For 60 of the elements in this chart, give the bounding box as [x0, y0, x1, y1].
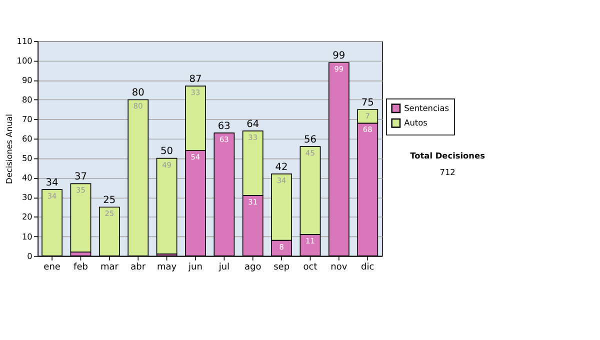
text: 712	[440, 166, 456, 177]
y-tick-label: 110	[16, 36, 32, 46]
data-label: 63	[219, 134, 230, 144]
y-tick-label: 80	[22, 94, 32, 105]
text: Total Decisiones	[410, 150, 486, 160]
data-label: 8	[279, 242, 284, 252]
total-label: 64	[246, 118, 260, 130]
x-tick-label: ago	[244, 262, 262, 272]
x-tick-label: abr	[130, 262, 146, 272]
y-tick-label: 90	[22, 75, 32, 86]
data-label: 49	[162, 160, 172, 170]
x-tick-label: jun	[188, 262, 202, 272]
data-label: 99	[334, 64, 344, 74]
total-label: 34	[46, 177, 58, 188]
total-label: 75	[361, 97, 374, 108]
data-label: 7	[365, 112, 370, 121]
data-label: 33	[190, 88, 200, 98]
data-label: 33	[248, 132, 258, 142]
total-label: 25	[103, 195, 116, 206]
total-label: 50	[160, 146, 174, 158]
data-label: 68	[362, 125, 373, 134]
y-tick-label: 10	[22, 231, 32, 242]
x-tick-label: may	[157, 262, 178, 272]
legend-label: Sentencias	[404, 102, 450, 113]
total-label: 37	[74, 172, 87, 183]
data-label: 31	[248, 197, 258, 206]
total-label: 42	[275, 162, 288, 173]
y-tick-label: 30	[22, 192, 32, 202]
data-label: 25	[104, 209, 114, 218]
data-label: 11	[306, 236, 315, 246]
x-tick-label: jul	[218, 262, 230, 272]
y-tick-label: 70	[22, 114, 32, 124]
legend-label: Autos	[404, 118, 428, 128]
y-tick-label: 60	[22, 134, 32, 144]
data-label: 54	[190, 152, 200, 162]
y-tick-label: 40	[22, 172, 32, 183]
y-tick-label: 100	[16, 56, 32, 66]
x-tick-label: oct	[303, 262, 318, 272]
x-tick-label: sep	[274, 262, 290, 272]
y-tick-label: 50	[22, 153, 32, 164]
x-tick-label: ene	[44, 262, 61, 272]
total-label: 80	[132, 88, 144, 99]
bar	[156, 158, 178, 254]
bar	[70, 183, 92, 252]
data-label: 34	[276, 176, 287, 185]
total-label: 87	[189, 74, 202, 85]
x-tick-label: mar	[100, 262, 119, 272]
y-tick-label: 0	[27, 250, 32, 261]
x-tick-label: dic	[361, 262, 374, 272]
total-label: 63	[218, 120, 230, 132]
x-tick-label: feb	[74, 262, 88, 272]
total-label: 99	[332, 50, 346, 62]
y-axis-title: Decisiones Anual	[4, 114, 14, 184]
data-label: 45	[306, 148, 316, 158]
total-label: 56	[304, 134, 317, 146]
x-tick-label: nov	[330, 262, 348, 272]
data-label: 34	[47, 192, 58, 201]
data-label: 35	[76, 186, 86, 195]
y-tick-label: 20	[22, 212, 32, 222]
data-label: 80	[133, 102, 144, 111]
